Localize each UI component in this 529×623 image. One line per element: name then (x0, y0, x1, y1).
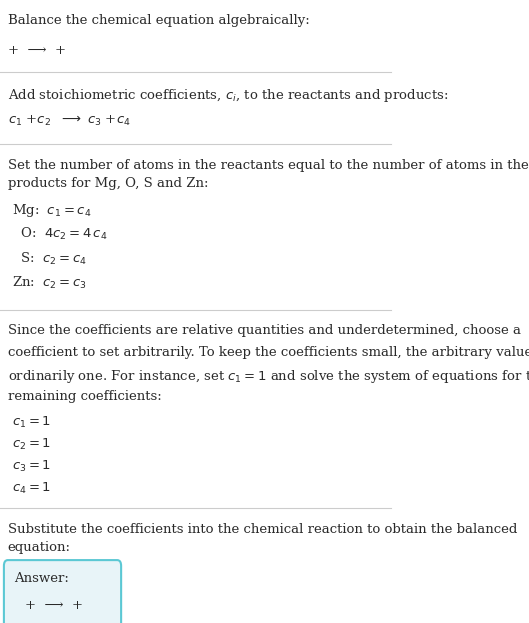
Text: O:  $4 c_2 = 4\,c_4$: O: $4 c_2 = 4\,c_4$ (12, 226, 107, 242)
Text: $c_3 = 1$: $c_3 = 1$ (12, 459, 51, 473)
Text: Mg:  $c_1 = c_4$: Mg: $c_1 = c_4$ (12, 202, 91, 219)
Text: Balance the chemical equation algebraically:: Balance the chemical equation algebraica… (8, 14, 309, 27)
Text: coefficient to set arbitrarily. To keep the coefficients small, the arbitrary va: coefficient to set arbitrarily. To keep … (8, 346, 529, 359)
Text: Answer:: Answer: (14, 572, 69, 584)
Text: S:  $c_2 = c_4$: S: $c_2 = c_4$ (12, 250, 87, 267)
Text: +  ⟶  +: + ⟶ + (25, 599, 84, 612)
Text: $c_1$ +$c_2$  $\longrightarrow$ $c_3$ +$c_4$: $c_1$ +$c_2$ $\longrightarrow$ $c_3$ +$c… (8, 115, 131, 128)
Text: Since the coefficients are relative quantities and underdetermined, choose a: Since the coefficients are relative quan… (8, 324, 521, 337)
Text: Add stoichiometric coefficients, $c_i$, to the reactants and products:: Add stoichiometric coefficients, $c_i$, … (8, 87, 448, 103)
Text: $c_2 = 1$: $c_2 = 1$ (12, 437, 51, 452)
FancyBboxPatch shape (4, 560, 121, 623)
Text: ordinarily one. For instance, set $c_1 = 1$ and solve the system of equations fo: ordinarily one. For instance, set $c_1 =… (8, 368, 529, 385)
Text: $c_4 = 1$: $c_4 = 1$ (12, 480, 51, 495)
Text: +  ⟶  +: + ⟶ + (8, 44, 66, 57)
Text: Zn:  $c_2 = c_3$: Zn: $c_2 = c_3$ (12, 275, 87, 291)
Text: remaining coefficients:: remaining coefficients: (8, 390, 161, 402)
Text: $c_1 = 1$: $c_1 = 1$ (12, 414, 51, 430)
Text: Substitute the coefficients into the chemical reaction to obtain the balanced
eq: Substitute the coefficients into the che… (8, 523, 517, 554)
Text: Set the number of atoms in the reactants equal to the number of atoms in the
pro: Set the number of atoms in the reactants… (8, 159, 528, 190)
